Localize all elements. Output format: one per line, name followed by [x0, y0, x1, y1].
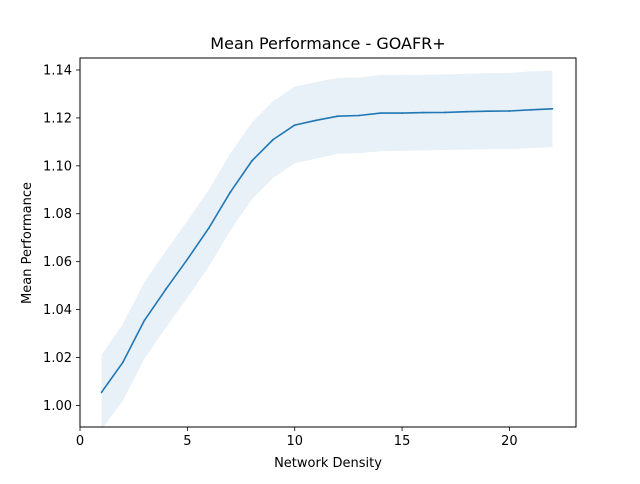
- x-tick-label: 20: [501, 434, 518, 449]
- data-point: [444, 111, 446, 114]
- y-axis-label: Mean Performance: [20, 182, 35, 304]
- x-tick-label: 5: [183, 434, 191, 449]
- x-axis-label: Network Density: [274, 456, 382, 471]
- y-tick-label: 1.14: [43, 63, 72, 78]
- y-tick-label: 1.02: [43, 351, 72, 366]
- confidence-band: [101, 70, 553, 430]
- axes-frame: [79, 57, 577, 428]
- data-point: [530, 108, 532, 111]
- y-tick-label: 1.00: [43, 399, 72, 414]
- data-point: [250, 160, 253, 162]
- data-point: [358, 114, 360, 117]
- plot-area: [100, 70, 554, 430]
- x-tick-label: 0: [76, 434, 84, 449]
- chart-title: Mean Performance - GOAFR+: [210, 34, 445, 53]
- data-point: [551, 107, 554, 110]
- y-tick-label: 1.08: [43, 207, 72, 222]
- data-point: [143, 319, 146, 322]
- data-point: [293, 124, 296, 126]
- data-point: [379, 112, 382, 114]
- y-tick-label: 1.04: [43, 303, 72, 318]
- data-point: [165, 288, 167, 291]
- x-axis: 0 5 10 15 20: [76, 427, 518, 449]
- data-point: [272, 138, 275, 141]
- data-point: [508, 110, 511, 112]
- data-point: [122, 361, 124, 364]
- data-point: [100, 391, 103, 394]
- y-tick-label: 1.12: [43, 111, 72, 126]
- data-point: [487, 110, 489, 113]
- x-tick-label: 10: [286, 434, 303, 449]
- data-point: [422, 111, 425, 114]
- data-point: [207, 227, 210, 230]
- data-point: [229, 191, 232, 194]
- x-tick-label: 15: [394, 434, 411, 449]
- data-point: [465, 110, 468, 113]
- y-tick-label: 1.06: [43, 255, 72, 270]
- data-point: [401, 112, 403, 114]
- data-point: [186, 258, 189, 261]
- series-line: [100, 108, 553, 393]
- data-point: [336, 115, 339, 118]
- data-point: [315, 119, 318, 122]
- y-axis: 1.00 1.02 1.04 1.06 1.08 1.10 1.12 1.14: [43, 63, 80, 414]
- y-tick-label: 1.10: [43, 159, 72, 174]
